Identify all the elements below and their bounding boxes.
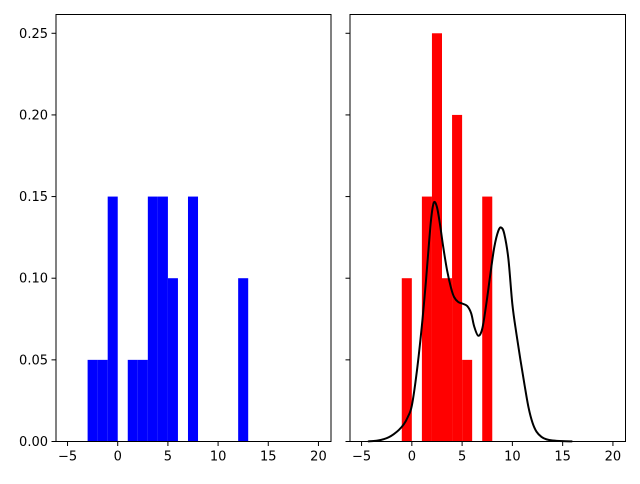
histogram-bar [107,196,118,442]
histogram-bar [452,114,463,442]
right-subplot: −5 0 5 10 15 20 [345,14,626,465]
histogram-bar [442,278,453,442]
x-tick-label: 0 [408,450,416,465]
y-tick-label: 0.15 [19,190,48,205]
x-tick-label: 15 [260,450,277,465]
axes-frame [349,14,626,442]
left-subplot: −5 0 5 10 15 20 0.00 0.05 0.10 0.15 0.20 0.25 [19,14,332,465]
x-tick-label: 5 [458,450,466,465]
x-tick-label: 20 [310,450,327,465]
histogram-bar [462,359,473,442]
histogram-bar [97,359,108,442]
kde-curve [367,200,573,443]
histogram-bar [238,278,249,442]
histogram-bar [187,196,199,442]
x-tick-label: 20 [605,450,622,465]
x-tick-label: −5 [352,450,371,465]
x-tick-label: −5 [58,450,77,465]
x-tick-label: 10 [504,450,521,465]
x-tick-label: 15 [554,450,571,465]
x-tick-label: 0 [114,450,122,465]
x-tick-label: 10 [210,450,227,465]
histogram-bar [431,33,442,442]
y-tick-label: 0.05 [19,353,48,368]
y-tick-label: 0.10 [19,272,48,287]
histogram-bar [167,278,178,442]
histogram-bar [147,196,158,442]
y-tick-label: 0.00 [19,435,48,450]
histogram-bar [137,359,148,442]
histogram-bar [127,359,138,442]
histogram-bar [87,359,98,442]
y-tick-label: 0.20 [19,108,48,123]
x-tick-label: 5 [164,450,172,465]
y-tick-label: 0.25 [19,27,48,42]
histogram-bar [482,196,493,442]
axes-frame [55,14,332,442]
histogram-bar [421,196,432,442]
histogram-bar [157,196,168,442]
histogram-bar [401,278,412,442]
